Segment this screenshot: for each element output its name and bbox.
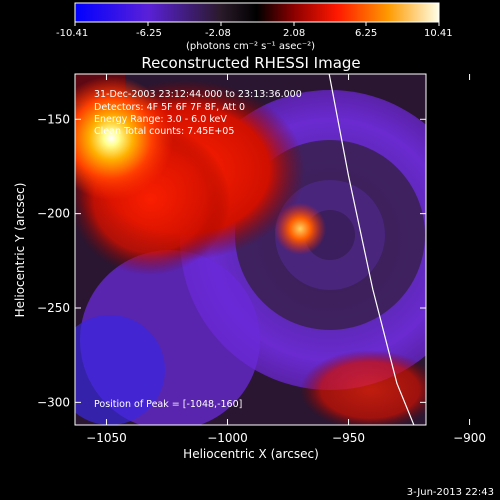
- x-tick-label: −1050: [86, 431, 127, 445]
- solar-limb-line: [328, 74, 415, 425]
- annotation-energy: Energy Range: 3.0 - 6.0 keV: [94, 114, 227, 125]
- emission-sources: [75, 76, 327, 255]
- y-axis-ticks: [75, 118, 426, 403]
- x-axis-tick-labels: −1050 −1000 −950 −900: [86, 431, 486, 445]
- x-axis-ticks: [105, 74, 471, 425]
- annotation-method: Clean Total counts: 7.45E+05: [94, 126, 234, 137]
- y-axis-tick-labels: −150 −200 −250 −300: [37, 112, 70, 409]
- annotation-time: 31-Dec-2003 23:12:44.000 to 23:13:36.000: [94, 89, 302, 100]
- chart-title: Reconstructed RHESSI Image: [141, 54, 360, 72]
- plot-frame: [74, 73, 427, 426]
- colorbar-ticks: [74, 22, 440, 26]
- y-tick-label: −250: [37, 301, 70, 315]
- y-tick-label: −200: [37, 207, 70, 221]
- annotation-peak: Position of Peak = [-1048,-160]: [94, 399, 242, 410]
- x-tick-label: −1000: [207, 431, 248, 445]
- colorbar-tick-label: -6.25: [136, 28, 162, 39]
- y-tick-label: −300: [37, 395, 70, 409]
- emission-source: [75, 76, 174, 201]
- y-axis-label: Heliocentric Y (arcsec): [13, 183, 27, 318]
- x-axis-label: Heliocentric X (arcsec): [183, 447, 319, 461]
- colorbar-tick-label: -10.41: [56, 28, 88, 39]
- colorbar-tick-label: 6.25: [355, 28, 377, 39]
- colorbar-tick-label: 10.41: [424, 28, 453, 39]
- colorbar: [74, 2, 440, 23]
- colorbar-tick-label: -2.08: [205, 28, 231, 39]
- footer-date: 3-Jun-2013 22:43: [407, 487, 494, 498]
- y-tick-label: −150: [37, 112, 70, 126]
- colorbar-tick-label: 2.08: [283, 28, 305, 39]
- annotation-detectors: Detectors: 4F 5F 6F 7F 8F, Att 0: [94, 102, 245, 113]
- x-tick-label: −900: [453, 431, 486, 445]
- colorbar-units: (photons cm⁻² s⁻¹ asec⁻²): [186, 41, 315, 52]
- emission-source: [274, 202, 327, 255]
- x-tick-label: −950: [332, 431, 365, 445]
